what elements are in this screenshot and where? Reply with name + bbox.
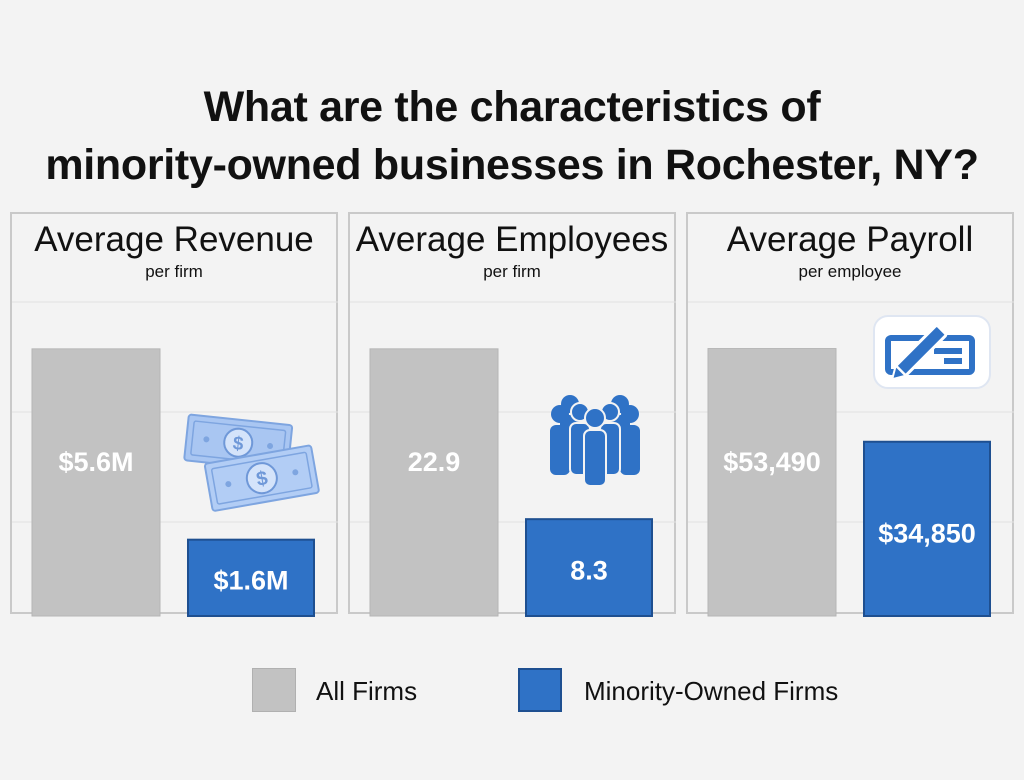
revenue-value-label-all-firms: $5.6M [58, 447, 133, 477]
payroll-bar-all-firms [707, 348, 837, 617]
payroll-value-label-minority-owned: $34,850 [878, 518, 976, 548]
employees-chart-svg: 22.9 8.3 [350, 301, 676, 617]
title-line-1: What are the characteristics of [203, 83, 821, 131]
money-bills-icon: $ $ [183, 413, 320, 512]
payroll-bar-minority-owned [863, 440, 991, 617]
page-title: What are the characteristics of minority… [0, 78, 1024, 194]
employees-value-label-minority-owned: 8.3 [570, 556, 608, 586]
revenue-chart-panel: Average Revenue per firm $5.6M $1.6M $ $ [10, 212, 338, 617]
legend-swatch-minority-owned [518, 668, 562, 712]
employees-chart-title: Average Employees [355, 220, 669, 259]
check-pencil-icon [873, 315, 991, 389]
revenue-chart-title: Average Revenue [34, 220, 314, 259]
legend-swatch-all-firms [252, 668, 296, 712]
chart-legend: All Firms Minority-Owned Firms [0, 668, 1024, 714]
revenue-bar-minority-owned [187, 538, 315, 617]
payroll-chart-panel: Average Payroll per employee $53,490 $34,… [686, 212, 1014, 617]
legend-label-minority-owned: Minority-Owned Firms [584, 676, 839, 706]
title-line-2: minority-owned businesses in Rochester, … [45, 141, 979, 189]
revenue-chart-subtitle: per firm [145, 262, 203, 281]
payroll-chart-svg: $53,490 $34,850 [688, 301, 1014, 617]
revenue-chart-svg: $5.6M $1.6M $ $ [12, 301, 338, 617]
employees-chart-subtitle: per firm [483, 262, 541, 281]
employees-value-label-all-firms: 22.9 [408, 447, 461, 477]
payroll-value-label-all-firms: $53,490 [723, 447, 821, 477]
svg-text:$: $ [255, 467, 270, 491]
legend-label-all-firms: All Firms [316, 676, 418, 706]
employees-chart-panel: Average Employees per firm 22.9 8.3 [348, 212, 676, 617]
employees-bar-all-firms [369, 348, 499, 617]
revenue-bar-all-firms [31, 348, 161, 617]
people-group-icon [550, 395, 640, 487]
revenue-value-label-minority-owned: $1.6M [213, 565, 288, 595]
employees-bar-minority-owned [525, 518, 653, 617]
payroll-chart-title: Average Payroll [726, 220, 974, 259]
svg-text:$: $ [232, 433, 245, 455]
payroll-chart-subtitle: per employee [798, 262, 902, 281]
